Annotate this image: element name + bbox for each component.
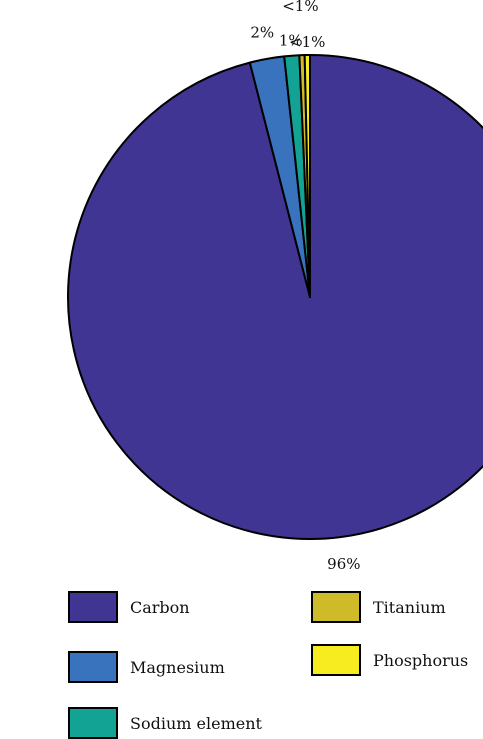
slice-label-magnesium: 2% (250, 23, 274, 41)
slice-phosphorus (303, 54, 311, 298)
slice-label-sodium-element: 1% (279, 32, 303, 50)
slice-labels: 96%2% 1%<1%<1% (250, 0, 360, 573)
slice-label-phosphorus: <1% (289, 33, 325, 51)
slice-label-titanium: <1% (282, 0, 318, 15)
slice-carbon (67, 54, 483, 540)
pie-slices (67, 54, 483, 540)
slice-label-carbon: 96% (327, 555, 360, 573)
